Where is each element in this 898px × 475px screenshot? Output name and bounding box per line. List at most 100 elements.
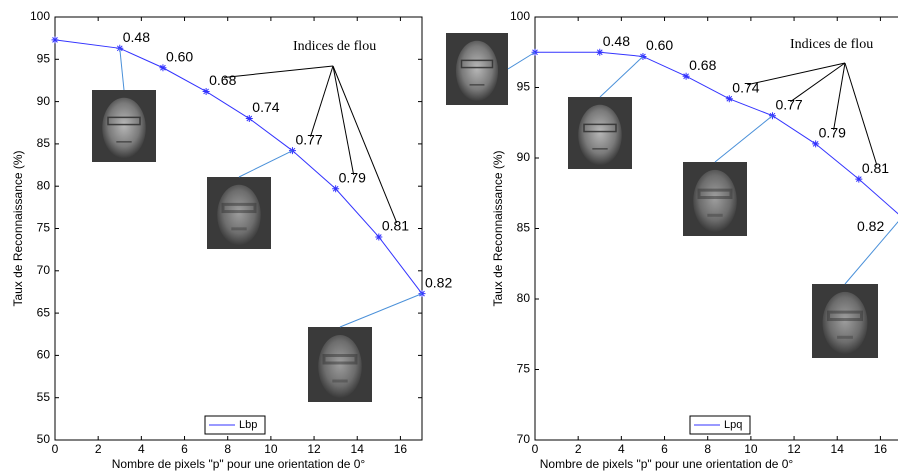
face-glasses	[460, 59, 494, 69]
annotation-line	[332, 65, 398, 224]
y-tick-label: 100	[30, 9, 50, 23]
x-tick-label: 2	[95, 442, 102, 456]
face-shape	[693, 169, 737, 233]
face-connector	[599, 56, 644, 98]
point-marker	[812, 140, 820, 148]
x-tick-label: 6	[661, 442, 668, 456]
face-connector	[507, 51, 536, 70]
blur-index-label: 0.81	[862, 160, 889, 176]
face-shape	[822, 291, 868, 355]
blur-index-label: 0.48	[123, 29, 150, 45]
x-tick-label: 4	[138, 442, 145, 456]
y-tick-label: 70	[517, 432, 531, 446]
x-tick-label: 14	[351, 442, 365, 456]
x-tick-label: 4	[618, 442, 625, 456]
face-image	[92, 90, 156, 162]
face-shape	[217, 184, 261, 246]
face-glasses	[697, 188, 733, 200]
annotation: Indices de flou	[293, 39, 376, 54]
y-tick-label: 60	[37, 348, 51, 362]
face-image	[568, 97, 632, 169]
y-tick-label: 100	[510, 9, 530, 23]
x-tick-label: 10	[744, 442, 758, 456]
face-image	[308, 327, 372, 402]
face-connector	[119, 48, 125, 91]
face-glasses	[827, 310, 863, 322]
point-marker	[768, 112, 776, 120]
face-shape	[318, 335, 362, 398]
annotation-line	[224, 65, 334, 78]
blur-index-label: 0.68	[689, 57, 716, 73]
x-tick-label: 0	[52, 442, 59, 456]
point-marker	[375, 233, 383, 241]
x-tick-label: 2	[575, 442, 582, 456]
annotation-line	[332, 65, 355, 175]
x-tick-label: 10	[264, 442, 278, 456]
face-shape	[102, 97, 146, 159]
blur-index-label: 0.60	[646, 37, 673, 53]
x-tick-label: 12	[307, 442, 321, 456]
blur-index-label: 0.79	[819, 125, 846, 141]
annotation-line	[790, 62, 846, 103]
y-tick-label: 90	[37, 94, 51, 108]
blur-index-label: 0.79	[339, 169, 366, 185]
x-tick-label: 12	[787, 442, 801, 456]
x-tick-label: 16	[394, 442, 408, 456]
face-glasses	[322, 354, 358, 365]
y-tick-label: 50	[37, 432, 51, 446]
face-glasses	[221, 202, 257, 214]
y-tick-label: 85	[37, 136, 51, 150]
y-tick-label: 70	[37, 263, 51, 277]
blur-index-label: 0.74	[252, 99, 279, 115]
face-glasses	[583, 123, 617, 133]
y-axis-label: Taux de Reconnaissance (%)	[11, 150, 25, 306]
x-tick-label: 16	[874, 442, 888, 456]
y-tick-label: 65	[37, 305, 51, 319]
point-marker	[288, 147, 296, 155]
y-tick-label: 85	[517, 221, 531, 235]
y-tick-label: 75	[37, 221, 51, 235]
point-marker	[332, 185, 340, 193]
point-marker	[202, 87, 210, 95]
x-axis-label: Nombre de pixels "p" pour une orientatio…	[112, 457, 366, 471]
annotation-line	[833, 62, 846, 130]
face-connector	[238, 150, 293, 178]
x-tick-label: 14	[831, 442, 845, 456]
face-shape	[455, 40, 499, 102]
blur-index-label: 0.68	[209, 72, 236, 88]
face-connector	[844, 221, 898, 285]
blur-index-label: 0.48	[603, 33, 630, 49]
annotation: Indices de flou	[790, 37, 873, 52]
blur-index-label: 0.82	[425, 274, 452, 290]
y-tick-label: 95	[517, 80, 531, 94]
y-axis-label: Taux de Reconnaissance (%)	[491, 150, 505, 306]
legend-label: Lbp	[239, 419, 257, 431]
point-marker	[51, 36, 59, 44]
point-marker	[855, 175, 863, 183]
x-tick-label: 0	[532, 442, 539, 456]
point-marker	[159, 64, 167, 72]
blur-index-label: 0.82	[857, 218, 884, 234]
blur-index-label: 0.81	[382, 218, 409, 234]
face-image	[812, 284, 878, 358]
face-shape	[578, 104, 622, 166]
y-tick-label: 90	[517, 150, 531, 164]
face-connector	[714, 115, 773, 163]
blur-index-label: 0.74	[732, 79, 759, 95]
point-marker	[596, 48, 604, 56]
x-axis-label: Nombre de pixels "p" pour une orientatio…	[540, 457, 794, 471]
annotation-line	[309, 65, 334, 137]
face-image	[683, 162, 747, 236]
point-marker	[725, 95, 733, 103]
x-tick-label: 6	[181, 442, 188, 456]
point-marker	[245, 115, 253, 123]
blur-index-label: 0.77	[775, 96, 802, 112]
y-tick-label: 80	[517, 291, 531, 305]
x-tick-label: 8	[224, 442, 231, 456]
x-tick-label: 8	[704, 442, 711, 456]
point-marker	[682, 72, 690, 80]
y-tick-label: 80	[37, 178, 51, 192]
y-tick-label: 95	[37, 51, 51, 65]
blur-index-label: 0.60	[166, 48, 193, 64]
